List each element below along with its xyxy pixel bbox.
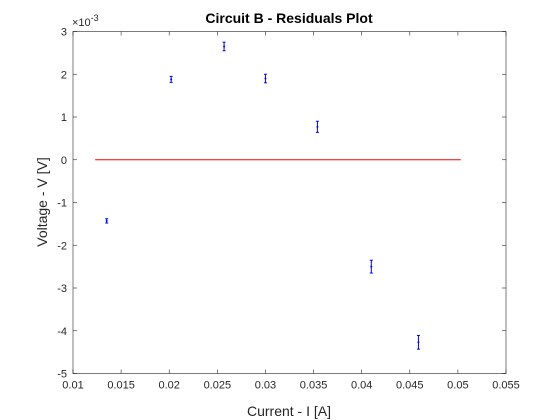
exponent-base: ×10	[72, 17, 91, 29]
data-point	[263, 73, 267, 84]
data-point	[222, 41, 226, 52]
data-marker	[264, 77, 267, 80]
chart-title: Circuit B - Residuals Plot	[205, 10, 373, 26]
y-tick-label: 1	[61, 112, 67, 124]
data-marker	[370, 265, 373, 268]
x-tick-label: 0.035	[300, 380, 328, 392]
data-point	[105, 218, 109, 224]
x-tick-label: 0.04	[351, 380, 372, 392]
x-tick-label: 0.045	[396, 380, 424, 392]
y-tick-label: 3	[61, 27, 67, 39]
x-tick-label: 0.025	[204, 380, 232, 392]
x-tick-label: 0.02	[159, 380, 180, 392]
series-layer	[95, 41, 461, 350]
y-axis-exponent: ×10-3	[72, 13, 99, 29]
y-tick-label: -4	[57, 326, 67, 338]
y-tick-label: -2	[57, 240, 67, 252]
exponent-power: -3	[91, 13, 99, 23]
data-marker	[105, 219, 108, 222]
y-tick-label: 0	[61, 155, 67, 167]
y-tick-label: 2	[61, 69, 67, 81]
x-axis-label: Current - I [A]	[247, 403, 331, 419]
x-axis-ticks: 0.01 0.015 0.02 0.025 0.03 0.035 0.04 0.045 0.05…	[62, 31, 520, 392]
y-tick-label: -5	[57, 369, 67, 381]
data-point	[369, 259, 373, 274]
y-tick-label: -3	[57, 283, 67, 295]
data-point	[315, 120, 319, 133]
data-point	[169, 75, 173, 83]
data-marker	[417, 341, 420, 344]
x-tick-label: 0.015	[107, 380, 135, 392]
y-axis-label: Voltage - V [V]	[34, 157, 50, 247]
y-tick-label: -1	[57, 198, 67, 210]
plot-area-frame	[72, 31, 507, 374]
data-marker	[170, 78, 173, 81]
x-tick-label: 0.055	[492, 380, 520, 392]
y-axis-ticks: -5 -4 -3 -2 -1 0 1 2 3	[57, 27, 506, 381]
data-point	[416, 334, 420, 350]
x-tick-label: 0.03	[255, 380, 276, 392]
data-marker	[316, 125, 319, 128]
data-marker	[223, 45, 226, 48]
x-tick-label: 0.01	[62, 380, 83, 392]
x-tick-label: 0.05	[447, 380, 468, 392]
